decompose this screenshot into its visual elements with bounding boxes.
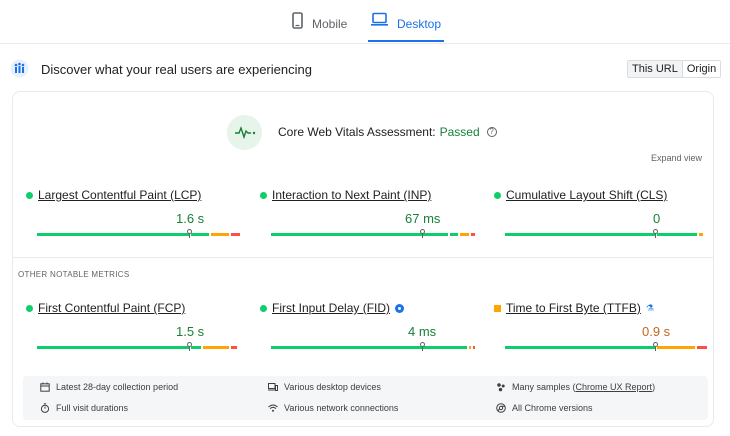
metric-lcp: Largest Contentful Paint (LCP) 1.6 s [26,188,240,244]
metric-name-cls[interactable]: Cumulative Layout Shift (CLS) [506,188,668,202]
tab-mobile[interactable]: Mobile [292,12,347,42]
expand-view-button[interactable]: Expand view [651,153,703,163]
info-chrome-versions-text: All Chrome versions [512,403,593,413]
metric-value-ttfb: 0.9 s [642,324,671,339]
metric-value-fcp: 1.5 s [176,324,205,339]
info-devices: Various desktop devices [268,382,381,392]
metric-ttfb: Time to First Byte (TTFB) ⚗ 0.9 s [494,301,707,357]
field-data-heading: Discover what your real users are experi… [41,62,312,77]
devices-icon [268,383,278,391]
good-status-dot [494,191,501,199]
info-visit-durations-text: Full visit durations [56,403,129,413]
metric-name-inp[interactable]: Interaction to Next Paint (INP) [272,188,432,202]
info-network-text: Various network connections [284,403,399,413]
wifi-icon [268,404,278,412]
metric-value-lcp: 1.6 s [176,211,205,226]
info-icon[interactable] [395,303,405,313]
metric-value-cls: 0 [653,211,661,226]
metric-name-fid[interactable]: First Input Delay (FID) [272,301,391,315]
good-status-dot [260,304,267,312]
assessment-status: Passed [439,125,480,139]
metric-inp: Interaction to Next Paint (INP) 67 ms [260,188,475,244]
section-divider [13,257,713,258]
chrome-ux-report-link[interactable]: Chrome UX Report [575,382,653,392]
core-web-vitals-icon [227,115,262,150]
metric-value-fid: 4 ms [408,324,437,339]
other-metrics-heading: OTHER NOTABLE METRICS [18,270,130,279]
info-visit-durations: Full visit durations [40,403,128,413]
info-network: Various network connections [268,403,398,413]
distribution-bar [37,233,241,236]
assessment-label: Core Web Vitals Assessment: [278,125,436,139]
metric-value-inp: 67 ms [405,211,441,226]
chrome-icon [496,403,506,413]
info-chrome-versions: All Chrome versions [496,403,593,413]
percentile-marker [187,229,192,238]
crux-users-icon [10,59,29,78]
metric-name-fcp[interactable]: First Contentful Paint (FCP) [38,301,186,315]
distribution-bar [271,233,475,236]
stopwatch-icon [40,403,50,413]
metric-fid: First Input Delay (FID) 4 ms [260,301,475,357]
form-factor-tabs: Mobile Desktop [0,0,730,44]
toggle-this-url[interactable]: This URL [628,61,683,77]
metric-name-ttfb[interactable]: Time to First Byte (TTFB) [506,301,641,315]
distribution-bar [37,346,241,349]
info-devices-text: Various desktop devices [284,382,381,392]
tab-desktop[interactable]: Desktop [367,12,445,42]
laptop-icon [371,12,388,26]
phone-icon [292,12,303,29]
metric-name-lcp[interactable]: Largest Contentful Paint (LCP) [38,188,202,202]
info-samples-suffix: ) [652,382,656,392]
good-status-dot [260,191,267,199]
percentile-marker [420,342,425,351]
info-collection-period: Latest 28-day collection period [40,382,178,392]
tab-desktop-label: Desktop [397,17,442,31]
average-status-square [494,304,501,312]
good-status-dot [26,304,33,312]
info-samples: Many samples (Chrome UX Report) [496,382,655,392]
percentile-marker [187,342,192,351]
calendar-icon [40,382,50,392]
collection-info-panel [23,376,708,420]
people-group-icon [497,383,505,392]
percentile-marker [653,342,658,351]
help-icon[interactable]: ? [486,127,497,137]
info-samples-text: Many samples (Chrome UX Report) [512,382,655,392]
metric-fcp: First Contentful Paint (FCP) 1.5 s [26,301,237,357]
percentile-marker [653,229,658,238]
tab-mobile-label: Mobile [312,17,348,31]
distribution-bar [505,346,709,349]
toggle-origin[interactable]: Origin [686,63,717,75]
url-origin-toggle: This URL Origin [627,60,722,78]
field-data-card [12,91,714,427]
info-samples-prefix: Many samples ( [512,382,576,392]
good-status-dot [26,191,33,199]
experimental-flask-icon[interactable]: ⚗ [645,302,654,313]
metric-cls: Cumulative Layout Shift (CLS) 0 [494,188,703,244]
percentile-marker [420,229,425,238]
distribution-bar [271,346,475,349]
info-collection-period-text: Latest 28-day collection period [56,382,179,392]
cwv-assessment: Core Web Vitals Assessment: Passed ? [278,125,497,139]
distribution-bar [505,233,709,236]
